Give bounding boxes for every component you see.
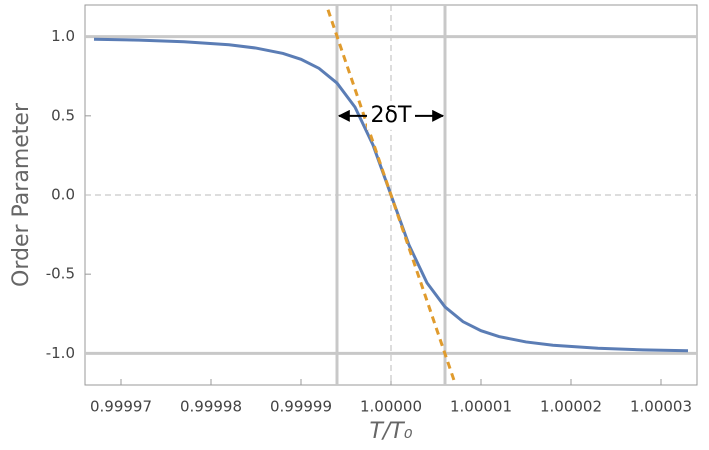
- x-tick-label: 1.00000: [360, 398, 422, 416]
- y-tick-label: -0.5: [46, 265, 75, 283]
- x-tick-label: 1.00002: [540, 398, 602, 416]
- annotation-background: [367, 101, 415, 130]
- x-tick-label: 0.99998: [180, 398, 242, 416]
- x-tick-label: 1.00003: [630, 398, 692, 416]
- annotation: 2δT: [371, 103, 412, 128]
- y-tick-label: -1.0: [46, 344, 75, 362]
- y-axis-label: Order Parameter: [9, 102, 34, 287]
- y-tick-label: 1.0: [51, 27, 75, 45]
- y-tick-label: 0.0: [51, 186, 75, 204]
- y-tick-label: 0.5: [51, 106, 75, 124]
- x-tick-label: 0.99997: [90, 398, 152, 416]
- x-tick-label: 0.99999: [270, 398, 332, 416]
- x-axis-label: T/T₀: [369, 419, 412, 444]
- series-line: [326, 9, 456, 381]
- x-tick-label: 1.00001: [450, 398, 512, 416]
